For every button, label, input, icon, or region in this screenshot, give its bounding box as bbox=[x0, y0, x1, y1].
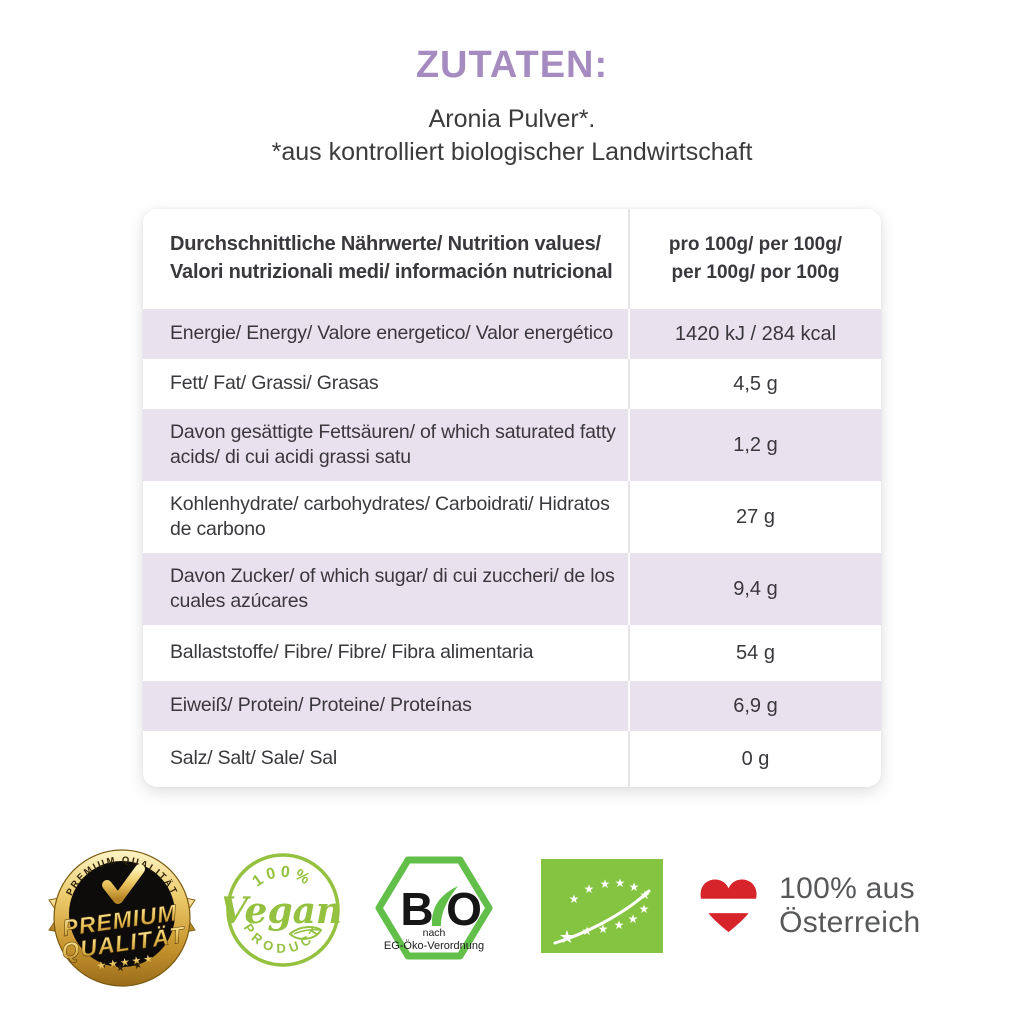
svg-text:★: ★ bbox=[582, 924, 593, 938]
svg-text:★: ★ bbox=[559, 927, 575, 948]
premium-quality-seal-icon: PREMIUM QUALITÄT ★ ★ ★ PREMIUM QUALITÄT … bbox=[48, 849, 196, 987]
ring-stars: ★ ★ ★ bbox=[97, 958, 143, 973]
vegan-word: Vegan bbox=[224, 890, 342, 932]
nutrient-label: Kohlenhydrate/ carbohydrates/ Carboidrat… bbox=[170, 492, 610, 540]
svg-text:★: ★ bbox=[628, 912, 639, 926]
svg-text:★: ★ bbox=[614, 918, 625, 932]
table-row: Ballaststoffe/ Fibre/ Fibre/ Fibra alime… bbox=[143, 625, 881, 681]
bio-letter-b: B bbox=[400, 883, 433, 935]
table-row: Eiweiß/ Protein/ Proteine/ Proteínas 6,9… bbox=[143, 681, 881, 731]
nutrient-value: 0 g bbox=[628, 731, 881, 787]
table-row: Kohlenhydrate/ carbohydrates/ Carboidrat… bbox=[143, 481, 881, 553]
nutrition-header-label: Durchschnittliche Nährwerte/ Nutrition v… bbox=[170, 233, 613, 283]
premium-quality-badge: PREMIUM QUALITÄT ★ ★ ★ PREMIUM QUALITÄT … bbox=[46, 843, 198, 1008]
nutrient-value: 6,9 g bbox=[628, 681, 881, 731]
nutrition-table: Durchschnittliche Nährwerte/ Nutrition v… bbox=[143, 209, 881, 787]
svg-text:★: ★ bbox=[640, 888, 651, 902]
nutrient-label: Davon Zucker/ of which sugar/ di cui zuc… bbox=[170, 564, 615, 612]
eu-organic-logo: ★ ★ ★ ★ ★ ★ ★ ★ ★ ★ ★ ★ bbox=[541, 859, 663, 958]
unit-line: per 100g/ por 100g bbox=[671, 262, 840, 283]
svg-text:★: ★ bbox=[600, 877, 611, 891]
bio-hexagon-icon: B O nach EG-Öko-Verordnung bbox=[375, 856, 493, 960]
leaf-vein bbox=[293, 928, 320, 935]
bio-letter-o: O bbox=[446, 883, 482, 935]
nutrient-value: 1,2 g bbox=[628, 409, 881, 481]
nutrient-label: Ballaststoffe/ Fibre/ Fibre/ Fibra alime… bbox=[170, 641, 534, 664]
nutrient-label: Salz/ Salt/ Sale/ Sal bbox=[170, 747, 338, 770]
unit-line: pro 100g/ per 100g/ bbox=[668, 234, 843, 256]
vegan-badge: 100% Vegan PRODUCT bbox=[220, 851, 342, 974]
table-row: Energie/ Energy/ Valore energetico/ Valo… bbox=[143, 309, 881, 359]
table-header-row: Durchschnittliche Nährwerte/ Nutrition v… bbox=[143, 209, 881, 309]
svg-text:★: ★ bbox=[639, 902, 650, 916]
nutrient-label: Davon gesättigte Fettsäuren/ of which sa… bbox=[170, 420, 616, 468]
vegan-stamp-icon: 100% Vegan PRODUCT bbox=[220, 853, 342, 967]
eu-leaf-icon: ★ ★ ★ ★ ★ ★ ★ ★ ★ ★ ★ ★ bbox=[541, 859, 663, 953]
checkmark-icon bbox=[102, 864, 145, 904]
austria-label: 100% aus Österreich bbox=[779, 872, 921, 939]
nutrient-value: 1420 kJ / 284 kcal bbox=[628, 309, 881, 359]
svg-text:★: ★ bbox=[615, 876, 626, 890]
table-row: Fett/ Fat/ Grassi/ Grasas 4,5 g bbox=[143, 359, 881, 409]
nutrient-value: 9,4 g bbox=[628, 553, 881, 625]
nutrient-label: Eiweiß/ Protein/ Proteine/ Proteínas bbox=[170, 694, 472, 717]
svg-text:★: ★ bbox=[584, 882, 595, 896]
page-title: ZUTATEN: bbox=[415, 44, 609, 86]
table-row: Davon Zucker/ of which sugar/ di cui zuc… bbox=[143, 553, 881, 625]
ingredient-line: Aronia Pulver*. bbox=[428, 105, 596, 133]
svg-text:★: ★ bbox=[569, 892, 580, 906]
certification-badges: PREMIUM QUALITÄT ★ ★ ★ PREMIUM QUALITÄT … bbox=[0, 843, 1024, 1024]
table-row: Davon gesättigte Fettsäuren/ of which sa… bbox=[143, 409, 881, 481]
nutrient-label: Fett/ Fat/ Grassi/ Grasas bbox=[170, 372, 379, 395]
table-row: Salz/ Salt/ Sale/ Sal 0 g bbox=[143, 731, 881, 787]
leaf-stem bbox=[553, 889, 651, 945]
svg-text:★: ★ bbox=[598, 922, 609, 936]
nutrition-header-unit: pro 100g/ per 100g/ per 100g/ por 100g bbox=[628, 209, 881, 309]
austria-origin: 100% aus Österreich bbox=[696, 871, 1024, 941]
bio-seal: B O nach EG-Öko-Verordnung bbox=[371, 851, 497, 970]
austria-heart-icon bbox=[700, 879, 757, 933]
bio-leaf-swoosh-icon bbox=[431, 886, 458, 926]
nutrient-label: Energie/ Energy/ Valore energetico/ Valo… bbox=[170, 322, 614, 345]
eu-stars: ★ ★ ★ ★ ★ ★ ★ ★ ★ ★ ★ ★ bbox=[559, 876, 650, 948]
nutrient-value: 4,5 g bbox=[628, 359, 881, 409]
svg-text:★: ★ bbox=[629, 880, 640, 894]
nutrient-value: 27 g bbox=[628, 481, 881, 553]
ingredients-subtitle: Aronia Pulver*. *aus kontrolliert biolog… bbox=[0, 103, 1024, 169]
bio-nach-text: nach bbox=[423, 927, 446, 939]
ingredient-note: *aus kontrolliert biologischer Landwirts… bbox=[271, 138, 753, 166]
bio-regulation-text: EG-Öko-Verordnung bbox=[384, 940, 484, 952]
svg-text:★ ★ ★: ★ ★ ★ bbox=[97, 958, 146, 973]
nutrient-value: 54 g bbox=[628, 625, 881, 681]
